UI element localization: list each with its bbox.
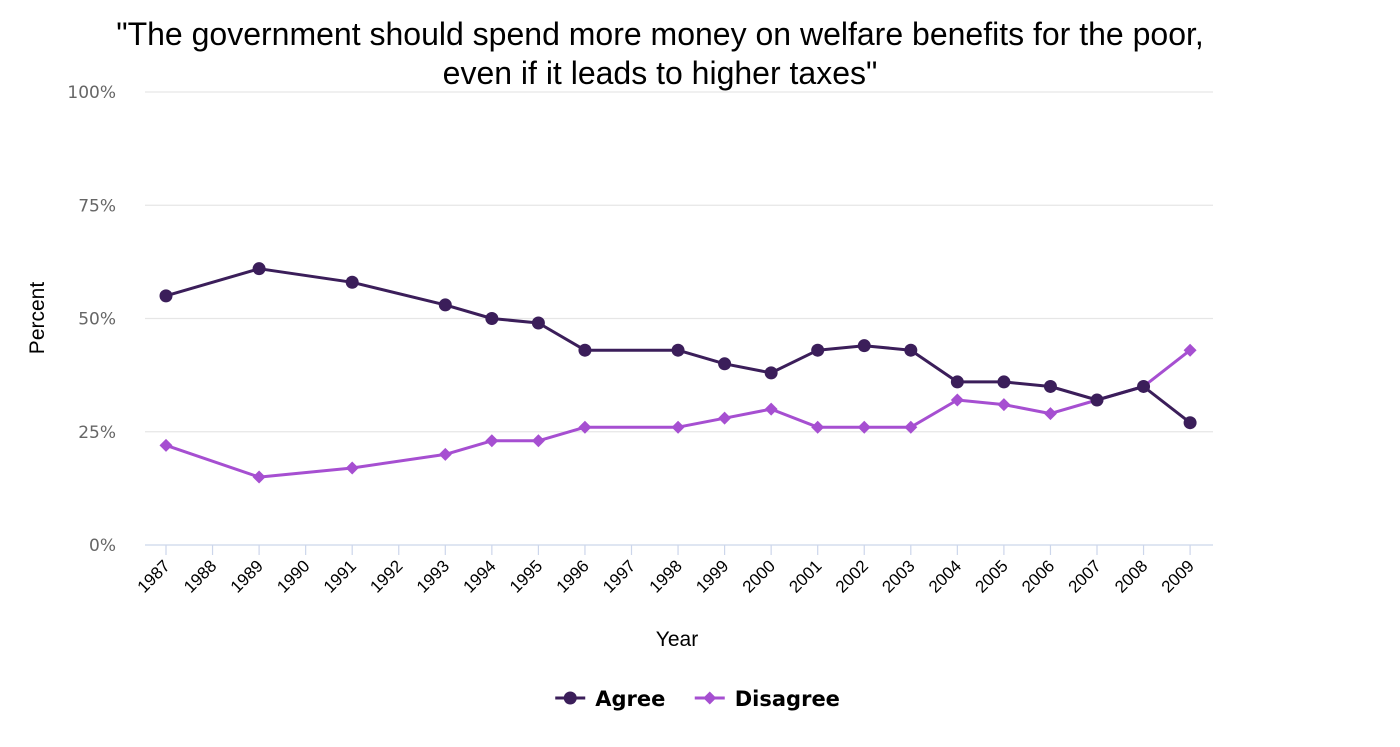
chart-title-line-1: "The government should spend more money … xyxy=(116,16,1204,52)
x-tick-label: 2005 xyxy=(972,556,1012,596)
x-tick-label: 1994 xyxy=(459,556,499,596)
agree-data-point xyxy=(811,343,825,357)
x-tick-label: 2000 xyxy=(739,556,779,596)
agree-data-point xyxy=(857,339,871,353)
agree-data-point xyxy=(764,366,778,380)
disagree-data-point xyxy=(159,438,173,452)
y-tick-label: 100% xyxy=(67,83,116,103)
agree-data-point xyxy=(950,375,964,389)
x-tick-label: 2001 xyxy=(785,556,825,596)
agree-data-point xyxy=(485,312,499,325)
disagree-data-point xyxy=(485,434,499,448)
agree-data-point xyxy=(997,375,1011,389)
disagree-data-point xyxy=(997,398,1011,412)
chart-title: "The government should spend more money … xyxy=(116,16,1204,91)
agree-data-point xyxy=(531,316,545,330)
disagree-data-point xyxy=(811,420,825,434)
chart-title-line-2: even if it leads to higher taxes" xyxy=(443,55,878,91)
x-tick-label: 2002 xyxy=(832,556,872,596)
y-axis: 0% 25% 50% 75% 100% xyxy=(67,83,116,556)
legend-item-disagree[interactable]: Disagree xyxy=(694,687,840,711)
legend-item-agree[interactable]: Agree xyxy=(555,687,665,711)
disagree-data-point xyxy=(857,420,871,434)
agree-data-point xyxy=(252,262,266,276)
x-tick-label: 1999 xyxy=(692,556,732,596)
y-tick-label: 25% xyxy=(78,423,116,443)
x-tick-label: 1990 xyxy=(273,556,313,596)
series-disagree xyxy=(159,343,1197,484)
x-tick-label: 2007 xyxy=(1065,556,1105,596)
legend-label: Agree xyxy=(595,687,665,711)
x-tick-label: 1997 xyxy=(599,556,639,596)
x-tick-label: 1996 xyxy=(553,556,593,596)
agree-data-point xyxy=(438,298,452,312)
disagree-data-point xyxy=(531,434,545,448)
agree-data-point xyxy=(1137,379,1151,393)
x-tick-label: 2004 xyxy=(925,556,965,596)
x-tick-label: 1988 xyxy=(180,556,220,596)
disagree-data-point xyxy=(345,461,359,475)
agree-data-point xyxy=(159,289,173,303)
x-tick-label: 1991 xyxy=(320,556,360,596)
x-tick-label: 1992 xyxy=(366,556,406,596)
disagree-data-point xyxy=(252,470,266,484)
agree-data-point xyxy=(1183,416,1197,430)
legend: Agree Disagree xyxy=(555,687,840,711)
x-axis-title: Year xyxy=(656,628,698,651)
agree-data-point xyxy=(671,343,685,357)
disagree-data-point xyxy=(718,411,732,425)
y-tick-label: 75% xyxy=(78,196,116,216)
y-axis-title: Percent xyxy=(26,282,49,355)
disagree-data-point xyxy=(438,447,452,461)
legend-label: Disagree xyxy=(735,687,840,711)
x-axis: 1987 1988 1989 1990 1991 1992 1993 1994 1995 1996… xyxy=(134,545,1198,597)
disagree-data-point xyxy=(578,420,592,434)
series-line-disagree xyxy=(164,348,1192,479)
series-agree xyxy=(159,262,1197,430)
x-tick-label: 2006 xyxy=(1018,556,1058,596)
x-tick-label: 1998 xyxy=(646,556,686,596)
disagree-data-point xyxy=(1183,343,1197,357)
agree-data-point xyxy=(345,275,359,289)
disagree-data-point xyxy=(671,420,685,434)
x-tick-label: 1987 xyxy=(134,556,174,596)
agree-data-point xyxy=(578,343,592,357)
x-tick-label: 1993 xyxy=(413,556,453,596)
y-tick-label: 50% xyxy=(78,310,116,330)
x-tick-label: 2009 xyxy=(1158,556,1198,596)
disagree-data-point xyxy=(764,402,778,416)
agree-data-point xyxy=(1043,379,1057,393)
x-tick-label: 2008 xyxy=(1111,556,1151,596)
x-tick-label: 1989 xyxy=(227,556,267,596)
agree-data-point xyxy=(718,357,732,371)
disagree-data-point xyxy=(904,420,918,434)
y-tick-label: 0% xyxy=(89,536,116,556)
disagree-data-point xyxy=(1043,407,1057,421)
legend-marker-icon xyxy=(563,691,577,705)
agree-data-point xyxy=(904,343,918,357)
gridlines xyxy=(145,91,1213,546)
x-tick-label: 2003 xyxy=(878,556,918,596)
legend-marker-icon xyxy=(703,691,717,705)
disagree-data-point xyxy=(950,393,964,407)
x-tick-label: 1995 xyxy=(506,556,546,596)
agree-data-point xyxy=(1090,393,1104,407)
series-lines xyxy=(159,262,1197,484)
